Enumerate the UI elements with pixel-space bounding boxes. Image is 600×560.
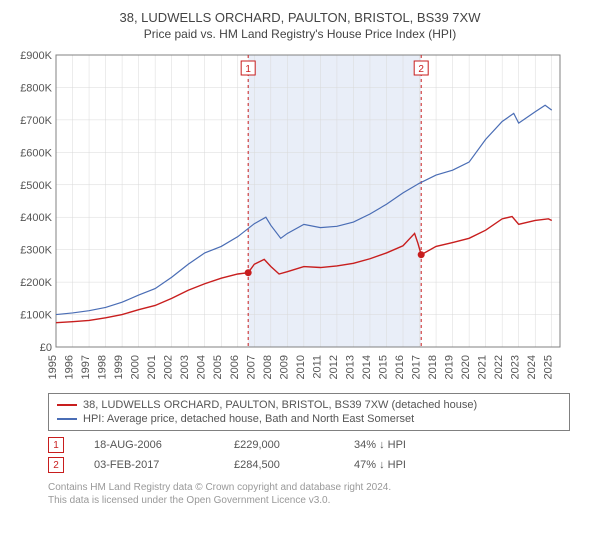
svg-text:£600K: £600K [20,147,52,159]
svg-text:2016: 2016 [394,355,406,379]
footer-line: This data is licensed under the Open Gov… [48,494,570,507]
svg-text:2009: 2009 [278,355,290,379]
svg-text:2004: 2004 [196,355,208,379]
legend-item: HPI: Average price, detached house, Bath… [57,412,561,426]
price-chart: £0 £100K £200K £300K £400K £500K £600K £700K £80… [10,47,570,387]
svg-text:2025: 2025 [543,355,555,379]
marker-row: 2 03-FEB-2017 £284,500 47% ↓ HPI [48,455,570,475]
svg-text:2020: 2020 [460,355,472,379]
legend-swatch [57,404,77,406]
svg-text:£500K: £500K [20,180,52,192]
svg-text:2018: 2018 [427,355,439,379]
svg-text:2003: 2003 [179,355,191,379]
marker-delta: 34% ↓ HPI [354,439,406,451]
svg-text:1999: 1999 [113,355,125,379]
legend-item: 38, LUDWELLS ORCHARD, PAULTON, BRISTOL, … [57,398,561,412]
svg-text:2002: 2002 [163,355,175,379]
svg-text:2023: 2023 [510,355,522,379]
marker-badge: 2 [48,457,64,473]
page-subtitle: Price paid vs. HM Land Registry's House … [10,27,590,41]
svg-text:£400K: £400K [20,212,52,224]
svg-text:2000: 2000 [130,355,142,379]
svg-text:1997: 1997 [80,355,92,379]
svg-text:2005: 2005 [212,355,224,379]
svg-text:£0: £0 [40,342,52,354]
svg-text:1998: 1998 [97,355,109,379]
svg-text:1996: 1996 [64,355,76,379]
svg-text:2012: 2012 [328,355,340,379]
legend-label: 38, LUDWELLS ORCHARD, PAULTON, BRISTOL, … [83,399,477,411]
svg-text:£700K: £700K [20,115,52,127]
legend-swatch [57,418,77,420]
svg-text:£100K: £100K [20,310,52,322]
svg-text:£300K: £300K [20,245,52,257]
svg-text:2021: 2021 [477,355,489,379]
svg-text:£900K: £900K [20,50,52,62]
svg-text:2001: 2001 [146,355,158,379]
svg-text:2024: 2024 [526,355,538,379]
svg-text:2014: 2014 [361,355,373,379]
svg-text:1995: 1995 [47,355,59,379]
legend-label: HPI: Average price, detached house, Bath… [83,413,414,425]
svg-text:2022: 2022 [493,355,505,379]
marker-badge: 1 [48,437,64,453]
svg-text:£200K: £200K [20,277,52,289]
marker-date: 03-FEB-2017 [94,459,204,471]
legend: 38, LUDWELLS ORCHARD, PAULTON, BRISTOL, … [48,393,570,431]
svg-text:2010: 2010 [295,355,307,379]
svg-text:2008: 2008 [262,355,274,379]
marker-row: 1 18-AUG-2006 £229,000 34% ↓ HPI [48,435,570,455]
svg-text:2011: 2011 [311,355,323,379]
footer: Contains HM Land Registry data © Crown c… [48,481,570,507]
marker-delta: 47% ↓ HPI [354,459,406,471]
marker-table: 1 18-AUG-2006 £229,000 34% ↓ HPI 2 03-FE… [48,435,570,475]
svg-text:2013: 2013 [344,355,356,379]
svg-text:£800K: £800K [20,82,52,94]
footer-line: Contains HM Land Registry data © Crown c… [48,481,570,494]
svg-text:1: 1 [245,64,251,75]
page-title: 38, LUDWELLS ORCHARD, PAULTON, BRISTOL, … [10,10,590,25]
svg-text:2019: 2019 [444,355,456,379]
svg-text:2015: 2015 [377,355,389,379]
chart-container: £0 £100K £200K £300K £400K £500K £600K £700K £80… [10,47,590,387]
marker-price: £229,000 [234,439,324,451]
svg-text:2: 2 [418,64,424,75]
svg-text:2007: 2007 [245,355,257,379]
marker-date: 18-AUG-2006 [94,439,204,451]
svg-text:2006: 2006 [229,355,241,379]
svg-text:2017: 2017 [411,355,423,379]
marker-price: £284,500 [234,459,324,471]
